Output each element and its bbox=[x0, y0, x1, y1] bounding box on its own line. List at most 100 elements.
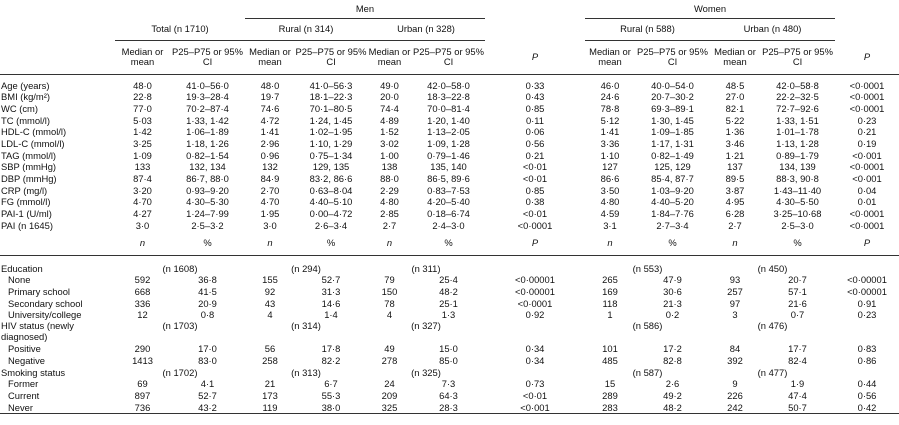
cell: 668 bbox=[134, 286, 151, 297]
cell: 3·36 bbox=[600, 138, 620, 150]
cell: 1·33, 1·42 bbox=[186, 115, 229, 126]
cell: 78·8 bbox=[600, 103, 620, 114]
row-label: None bbox=[8, 274, 31, 286]
cell: 83·0 bbox=[198, 355, 217, 367]
cell: <0·01 bbox=[522, 173, 548, 185]
column-header: Median or mean bbox=[245, 40, 295, 75]
row-label: University/college bbox=[8, 309, 82, 321]
unit-header: n bbox=[367, 231, 412, 257]
cell: 3·25–10·68 bbox=[773, 208, 822, 220]
cell: 0·56 bbox=[525, 138, 545, 150]
cell: 1·20, 1·40 bbox=[427, 115, 470, 126]
cell: 1·3 bbox=[441, 309, 456, 321]
cell: 101 bbox=[602, 343, 618, 355]
spacer bbox=[0, 256, 899, 263]
cell: 84 bbox=[729, 343, 741, 355]
cell: 5·22 bbox=[725, 115, 745, 126]
cell: 135, 140 bbox=[430, 161, 467, 173]
cell: 0·96 bbox=[260, 150, 280, 161]
cell: 89·5 bbox=[725, 173, 745, 185]
data-row: None 592 36·8 155 52·7 79 25·4 <0·00001 265 47·9 9… bbox=[0, 275, 899, 287]
unit-header: % bbox=[760, 231, 836, 257]
section-n: (n 1702) bbox=[162, 367, 198, 378]
cell: 1·13–2·05 bbox=[427, 126, 470, 138]
cell: 64·3 bbox=[439, 390, 458, 402]
blank bbox=[0, 0, 245, 18]
cell: 2·7 bbox=[382, 220, 397, 231]
row-label: Secondary school bbox=[8, 298, 83, 309]
cell: 0·44 bbox=[857, 378, 877, 390]
cell: <0·0001 bbox=[849, 220, 885, 231]
cell: 52·7 bbox=[321, 274, 341, 286]
women-header: Women bbox=[585, 0, 836, 19]
cell: 3·20 bbox=[133, 185, 152, 196]
cell: 69 bbox=[137, 378, 148, 390]
group-header: Urban (n 328) bbox=[367, 18, 485, 41]
column-header: P25–P75 or 95% CI bbox=[412, 40, 485, 75]
header-row: Men Women bbox=[0, 0, 899, 19]
data-table: Men Women Total (n 1710) Rural (n 314) Urban… bbox=[0, 0, 899, 415]
cell: 88·0 bbox=[380, 173, 399, 185]
section-row: Education (n 1608) (n 294) (n 311) (n 553) (n… bbox=[0, 263, 899, 275]
cell: 2·85 bbox=[380, 208, 399, 220]
section-row: Smoking status (n 1702) (n 313) (n 325) (n 5… bbox=[0, 367, 899, 379]
unit-header: P bbox=[485, 231, 585, 257]
cell: 1·13, 1·28 bbox=[776, 138, 819, 150]
cell: 2·7 bbox=[728, 220, 742, 231]
data-row: Age (years) 48·0 41·0–56·0 48·0 41·0–56·3 49·… bbox=[0, 80, 899, 92]
cell: 21·6 bbox=[788, 298, 807, 309]
cell: <0·00001 bbox=[515, 274, 555, 286]
cell: 70·0–81·4 bbox=[427, 103, 470, 114]
cell: <0·0001 bbox=[849, 103, 885, 114]
cell: 4·89 bbox=[380, 115, 399, 126]
cell: 257 bbox=[727, 286, 743, 297]
cell: 2·96 bbox=[260, 138, 280, 150]
section-label: Education bbox=[1, 262, 43, 274]
cell: 0·85 bbox=[525, 185, 545, 196]
cell: 1·24–7·99 bbox=[186, 208, 229, 220]
cell: 1·9 bbox=[790, 378, 805, 390]
cell: 43 bbox=[264, 298, 276, 309]
data-row: Current 897 52·7 173 55·3 209 64·3 <0·01 289 49·2… bbox=[0, 391, 899, 403]
cell: 0·43 bbox=[525, 91, 545, 103]
group-header: Total (n 1710) bbox=[115, 18, 245, 41]
data-row: CRP (mg/l) 3·20 0·93–9·20 2·70 0·63–8·04 2·29… bbox=[0, 185, 899, 197]
cell: 336 bbox=[134, 298, 151, 309]
cell: 592 bbox=[134, 274, 151, 286]
cell: 155 bbox=[262, 274, 278, 286]
cell: 49 bbox=[384, 343, 395, 355]
cell: 0·91 bbox=[857, 298, 877, 309]
row-label: Positive bbox=[8, 343, 41, 355]
row-label: TC (mmol/l) bbox=[1, 115, 50, 126]
column-header: P25–P75 or 95% CI bbox=[635, 40, 710, 75]
cell: 4·40–5·10 bbox=[309, 196, 353, 208]
cell: 0·83–7·53 bbox=[427, 185, 470, 196]
cell: 132, 134 bbox=[189, 161, 226, 173]
cell: 1·30, 1·45 bbox=[651, 115, 694, 126]
cell: 4·95 bbox=[725, 196, 745, 208]
cell: 84·9 bbox=[260, 173, 280, 185]
cell: 25·4 bbox=[439, 274, 458, 286]
cell: 74·6 bbox=[260, 103, 280, 114]
cell: 92 bbox=[264, 286, 276, 297]
blank bbox=[835, 0, 899, 18]
unit-header: % bbox=[170, 231, 245, 257]
cell: 1·36 bbox=[725, 126, 745, 138]
cell: 289 bbox=[602, 390, 618, 402]
cell: 83·2, 86·6 bbox=[309, 173, 353, 185]
cell: 9 bbox=[732, 378, 738, 390]
cell: 46·0 bbox=[600, 80, 620, 91]
cell: 6·7 bbox=[324, 378, 338, 390]
unit-header: n bbox=[710, 231, 760, 257]
cell: 2·29 bbox=[380, 185, 399, 196]
cell: 4·30–5·30 bbox=[186, 196, 229, 208]
unit-header: n bbox=[585, 231, 635, 257]
cell: 3·0 bbox=[263, 220, 277, 231]
column-header: P25–P75 or 95% CI bbox=[760, 40, 836, 75]
cell: <0·0001 bbox=[849, 208, 885, 220]
data-row: University/college 12 0·8 4 1·4 4 1·3 0·92 1 0·2 3… bbox=[0, 310, 899, 322]
cell: 0·86 bbox=[857, 355, 877, 367]
cell: 0·38 bbox=[525, 196, 545, 208]
men-header: Men bbox=[245, 0, 485, 19]
